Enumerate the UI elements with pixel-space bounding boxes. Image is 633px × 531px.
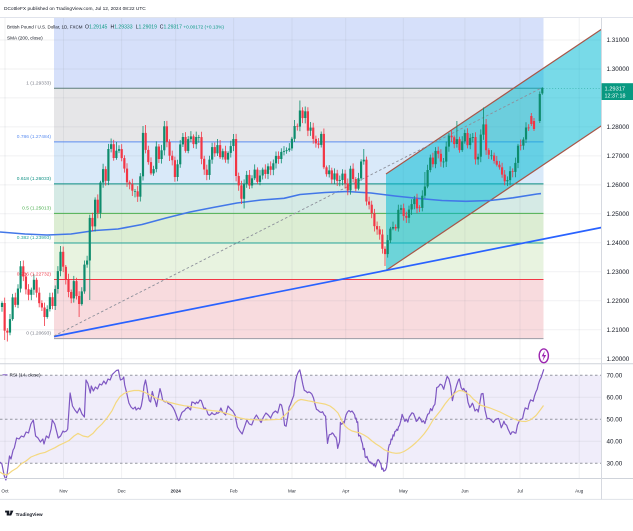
svg-text:1.25000: 1.25000 (607, 211, 630, 218)
svg-text:50.00: 50.00 (607, 416, 623, 423)
svg-text:0.382 (1.23993): 0.382 (1.23993) (17, 235, 52, 241)
svg-text:1.23000: 1.23000 (607, 269, 630, 276)
svg-text:0.5 (1.25013): 0.5 (1.25013) (22, 205, 51, 211)
svg-text:1.28000: 1.28000 (607, 124, 630, 131)
svg-text:Oct: Oct (1, 488, 9, 493)
svg-text:Jul: Jul (517, 488, 523, 493)
svg-text:+0.00172 (+0.13%): +0.00172 (+0.13%) (183, 25, 224, 31)
svg-text:DCottleFX published on Trading: DCottleFX published on TradingView.com, … (4, 6, 146, 12)
svg-text:Dec: Dec (118, 488, 127, 493)
svg-text:May: May (399, 488, 408, 493)
svg-text:Aug: Aug (575, 488, 584, 493)
svg-text:Jun: Jun (461, 488, 469, 493)
svg-text:1.27000: 1.27000 (607, 153, 630, 160)
svg-text:1.29317: 1.29317 (605, 87, 626, 93)
svg-text:1.21000: 1.21000 (607, 327, 630, 334)
svg-text:40.00: 40.00 (607, 438, 623, 445)
svg-text:0.618 (1.26033): 0.618 (1.26033) (17, 176, 52, 182)
svg-text:Mar: Mar (288, 488, 296, 493)
svg-text:1.22000: 1.22000 (607, 298, 630, 305)
svg-text:1.30000: 1.30000 (607, 66, 630, 73)
svg-text:Nov: Nov (59, 488, 68, 493)
svg-text:1.26000: 1.26000 (607, 182, 630, 189)
svg-text:1.24000: 1.24000 (607, 240, 630, 247)
svg-text:0.236 (1.22732): 0.236 (1.22732) (17, 272, 52, 278)
svg-text:British Pound / U.S. Dollar, 1: British Pound / U.S. Dollar, 1D, FXCM (7, 25, 83, 30)
svg-text:SMA (200, close): SMA (200, close) (7, 36, 43, 41)
svg-text:1.31000: 1.31000 (607, 37, 630, 44)
svg-text:TradingView: TradingView (16, 512, 43, 517)
svg-text:70.00: 70.00 (607, 373, 623, 380)
svg-text:1 (1.29333): 1 (1.29333) (26, 80, 51, 86)
svg-text:12:37:18: 12:37:18 (605, 93, 626, 99)
svg-text:0 (1.20693): 0 (1.20693) (26, 331, 51, 337)
svg-text:0.786 (1.27484): 0.786 (1.27484) (17, 134, 52, 140)
svg-text:60.00: 60.00 (607, 395, 623, 402)
svg-text:Feb: Feb (230, 488, 238, 493)
svg-text:2024: 2024 (171, 488, 182, 493)
svg-text:1.20000: 1.20000 (607, 356, 630, 363)
svg-text:Apr: Apr (342, 488, 350, 493)
svg-text:30.00: 30.00 (607, 460, 623, 467)
svg-text:RSI (14, close): RSI (14, close) (10, 373, 41, 378)
